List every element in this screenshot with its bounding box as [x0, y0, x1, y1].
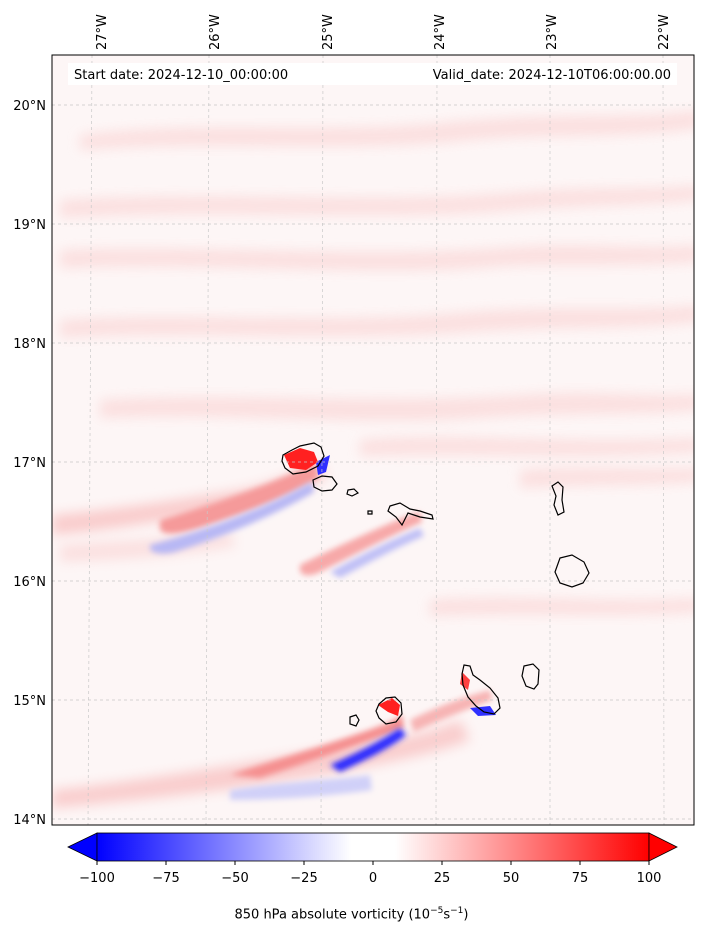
island-sal [551, 481, 565, 516]
latitude-ticks: 20°N 19°N 18°N 17°N 16°N 15°N 14°N [13, 99, 46, 828]
wake-positive-south [230, 715, 404, 778]
wake-negative-central [330, 528, 424, 578]
wake-positive-north [160, 464, 318, 534]
colorbar-body [96, 832, 650, 862]
info-box: Start date: 2024-12-10_00:00:00 Valid_da… [68, 63, 677, 85]
strong-positive-north [284, 448, 318, 470]
island-santiago [461, 664, 501, 715]
weak-band-southwest [52, 720, 470, 808]
info-box-background [68, 63, 677, 85]
wake-positive-central [300, 512, 422, 576]
weak-positive-vorticity [60, 110, 694, 616]
plot-area [52, 55, 694, 825]
colorbar-title-main: 850 hPa absolute vorticity (10 [234, 907, 431, 923]
lon-tick-label: 24°W [433, 14, 448, 50]
plot-frame [51, 54, 695, 826]
lon-tick-label: 23°W [545, 14, 560, 50]
island-brava [349, 714, 360, 727]
island-boa-vista [554, 554, 590, 588]
colorbar-tick-label: 25 [434, 871, 451, 886]
colorbar-title-unit: s [443, 907, 451, 923]
island-sao-vicente [312, 475, 338, 492]
colorbar-title-close: ) [463, 907, 469, 923]
colorbar-tick-label: −100 [79, 871, 115, 886]
colorbar-tick-label: 100 [637, 871, 662, 886]
coastlines [281, 442, 590, 727]
lat-tick-label: 17°N [13, 456, 46, 471]
colorbar-title: 850 hPa absolute vorticity (10−5s−1) [0, 906, 703, 922]
strong-negative-north [316, 455, 330, 475]
valid-date-label: Valid_date: 2024-12-10T06:00:00.00 [433, 68, 671, 83]
lat-tick-label: 16°N [13, 575, 46, 590]
weak-band-northwest [52, 462, 326, 535]
colorbar-extend-max [648, 832, 678, 862]
colorbar-tick-label: −25 [290, 871, 317, 886]
lat-tick-label: 18°N [13, 337, 46, 352]
colorbar-tick-label: −50 [221, 871, 248, 886]
lat-tick-label: 20°N [13, 99, 46, 114]
colorbar-title-exp1: −5 [430, 906, 444, 916]
lat-tick-label: 14°N [13, 813, 46, 828]
strong-positive-south [378, 698, 400, 716]
lon-tick-label: 27°W [95, 14, 110, 50]
lat-tick-label: 19°N [13, 218, 46, 233]
island-santo-antao [281, 442, 325, 475]
island-santa-luzia [346, 488, 360, 497]
island-sao-nicolau [387, 502, 434, 527]
colorbar-ticks: −100 −75 −50 −25 0 25 50 75 100 [79, 861, 661, 886]
colorbar-tick-label: −75 [152, 871, 179, 886]
colorbar-tick-label: 0 [369, 871, 377, 886]
longitude-ticks: 27°W 26°W 25°W 24°W 23°W 22°W [95, 14, 672, 50]
lat-tick-label: 15°N [13, 694, 46, 709]
lon-tick-label: 25°W [321, 14, 336, 50]
colorbar-tick-label: 75 [572, 871, 589, 886]
lon-tick-label: 26°W [208, 14, 223, 50]
island-fogo [375, 696, 403, 725]
colorbar-extend-min [67, 832, 98, 862]
lon-tick-label: 22°W [657, 14, 672, 50]
wake-negative-south-2 [230, 775, 372, 800]
wake-negative-south [330, 728, 406, 772]
island-branco [367, 510, 373, 515]
colorbar-title-exp2: −1 [450, 906, 464, 916]
graticule [52, 55, 694, 825]
colorbar: −100 −75 −50 −25 0 25 50 75 100 [67, 832, 678, 886]
colorbar-tick-label: 50 [503, 871, 520, 886]
wake-negative-north [150, 482, 314, 554]
start-date-label: Start date: 2024-12-10_00:00:00 [74, 68, 288, 83]
island-maio [521, 663, 540, 690]
